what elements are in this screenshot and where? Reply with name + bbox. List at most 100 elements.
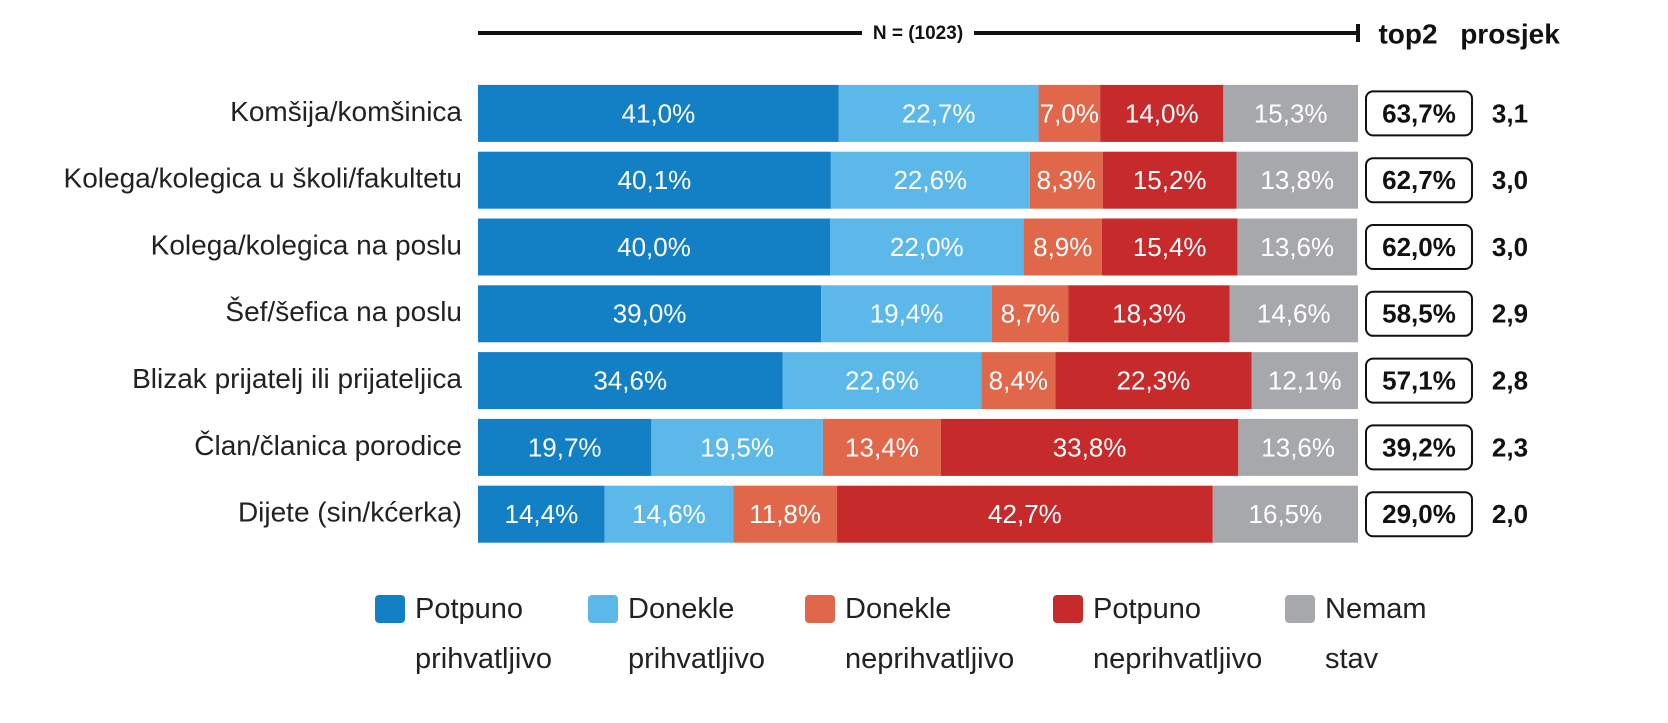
top2-value: 62,7% — [1382, 165, 1456, 195]
bar-segment — [1238, 418, 1358, 476]
bar-value-label: 41,0% — [622, 98, 696, 128]
bar-segment — [1100, 84, 1224, 142]
bar-value-label: 22,6% — [893, 165, 967, 195]
bar-segment — [478, 218, 830, 276]
top2-value: 62,0% — [1382, 232, 1456, 262]
bar-value-label: 8,7% — [1001, 299, 1060, 329]
bar-segment — [651, 418, 823, 476]
top2-box — [1365, 90, 1473, 137]
top2-value: 29,0% — [1382, 499, 1456, 529]
category-label: Komšija/komšinica — [230, 96, 462, 127]
bar-value-label: 11,8% — [749, 499, 821, 529]
bar-value-label: 34,6% — [593, 365, 667, 395]
bar-value-label: 14,0% — [1125, 98, 1199, 128]
bar-segment — [478, 285, 822, 343]
bar-value-label: 13,6% — [1261, 432, 1335, 462]
top2-value: 58,5% — [1382, 299, 1456, 329]
bar-value-label: 14,6% — [1257, 299, 1331, 329]
bar-segment — [478, 485, 605, 543]
bar-segment — [1236, 151, 1358, 209]
bar-segment — [1055, 352, 1252, 410]
legend-label: Potpuno neprihvatljivo — [1093, 593, 1263, 675]
bar-segment — [1237, 218, 1358, 276]
bar-segment — [981, 352, 1056, 410]
bar-segment — [1038, 84, 1101, 142]
top2-box — [1365, 290, 1473, 337]
bar-value-label: 19,5% — [700, 432, 774, 462]
bar-segment — [822, 418, 941, 476]
bar-segment — [1251, 352, 1358, 410]
top2-value: 57,1% — [1382, 365, 1456, 395]
top2-box — [1365, 357, 1473, 404]
bar-segment — [478, 418, 652, 476]
bar-value-label: 12,1% — [1268, 365, 1342, 395]
legend-swatch — [1285, 595, 1315, 623]
category-label: Kolega/kolegica na poslu — [151, 229, 462, 260]
bar-value-label: 39,0% — [613, 299, 687, 329]
top2-box — [1365, 491, 1473, 538]
bar-value-label: 13,8% — [1260, 165, 1334, 195]
bar-value-label: 19,4% — [870, 299, 944, 329]
bar-value-label: 22,6% — [845, 365, 919, 395]
bar-segment — [821, 285, 992, 343]
bar-segment — [991, 285, 1069, 343]
prosjek-value: 3,1 — [1492, 98, 1528, 128]
bar-value-label: 15,3% — [1254, 98, 1328, 128]
bar-value-label: 22,3% — [1117, 365, 1191, 395]
prosjek-value: 2,8 — [1492, 365, 1528, 395]
legend-swatch — [375, 595, 405, 623]
bar-value-label: 15,2% — [1133, 165, 1207, 195]
bar-value-label: 7,0% — [1040, 98, 1099, 128]
bar-value-label: 33,8% — [1053, 432, 1127, 462]
bar-segment — [478, 352, 783, 410]
legend-label: Nemam stav — [1325, 593, 1427, 675]
prosjek-value: 2,9 — [1492, 299, 1528, 329]
top2-value: 39,2% — [1382, 432, 1456, 462]
category-label: Blizak prijatelj ili prijateljica — [132, 363, 462, 394]
bar-value-label: 14,4% — [504, 499, 578, 529]
bar-segment — [1212, 485, 1358, 543]
bar-segment — [1102, 151, 1237, 209]
legend-swatch — [805, 595, 835, 623]
top2-value: 63,7% — [1382, 98, 1456, 128]
legend-label: Donekle neprihvatljivo — [845, 593, 1015, 675]
bar-segment — [782, 352, 982, 410]
prosjek-value: 2,0 — [1492, 499, 1528, 529]
bar-segment — [940, 418, 1239, 476]
bar-value-label: 13,6% — [1260, 232, 1334, 262]
bar-value-label: 14,6% — [632, 499, 706, 529]
bar-segment — [604, 485, 734, 543]
prosjek-value: 2,3 — [1492, 432, 1528, 462]
bar-segment — [1023, 218, 1102, 276]
bar-value-label: 8,3% — [1037, 165, 1096, 195]
top2-header: top2 — [1378, 18, 1437, 49]
n-label-bg — [862, 18, 974, 48]
bar-segment — [478, 151, 831, 209]
bar-segment — [838, 84, 1039, 142]
n-label: N = (1023) — [873, 23, 963, 44]
bar-segment — [1068, 285, 1230, 343]
prosjek-value: 3,0 — [1492, 232, 1528, 262]
legend-swatch — [588, 595, 618, 623]
bar-segment — [733, 485, 838, 543]
prosjek-header: prosjek — [1460, 18, 1560, 49]
bar-value-label: 13,4% — [845, 432, 919, 462]
category-label: Kolega/kolegica u školi/fakultetu — [64, 163, 462, 194]
category-label: Dijete (sin/kćerka) — [238, 497, 462, 528]
bar-segment — [830, 218, 1024, 276]
bar-segment — [1229, 285, 1358, 343]
top2-box — [1365, 224, 1473, 270]
category-label: Šef/šefica na poslu — [225, 296, 462, 327]
legend-label: Potpuno prihvatljivo — [415, 593, 552, 675]
legend-label: Donekle prihvatljivo — [628, 593, 765, 675]
category-label: Član/članica porodice — [194, 430, 462, 461]
bar-value-label: 42,7% — [988, 499, 1062, 529]
bar-segment — [478, 84, 839, 142]
prosjek-value: 3,0 — [1492, 165, 1528, 195]
top2-box — [1365, 157, 1473, 204]
bar-segment — [1223, 84, 1358, 142]
bar-segment — [1029, 151, 1103, 209]
bar-value-label: 40,1% — [618, 165, 692, 195]
